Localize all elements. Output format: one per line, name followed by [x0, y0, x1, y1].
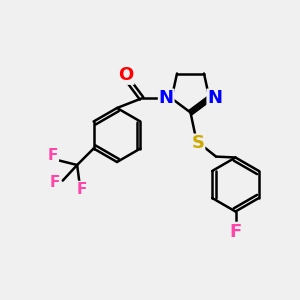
Text: F: F: [48, 148, 58, 164]
Text: N: N: [207, 89, 222, 107]
Text: O: O: [118, 66, 134, 84]
Text: N: N: [159, 89, 174, 107]
Text: F: F: [230, 223, 242, 241]
Text: S: S: [191, 134, 205, 152]
Text: F: F: [77, 182, 87, 196]
Text: F: F: [50, 175, 60, 190]
